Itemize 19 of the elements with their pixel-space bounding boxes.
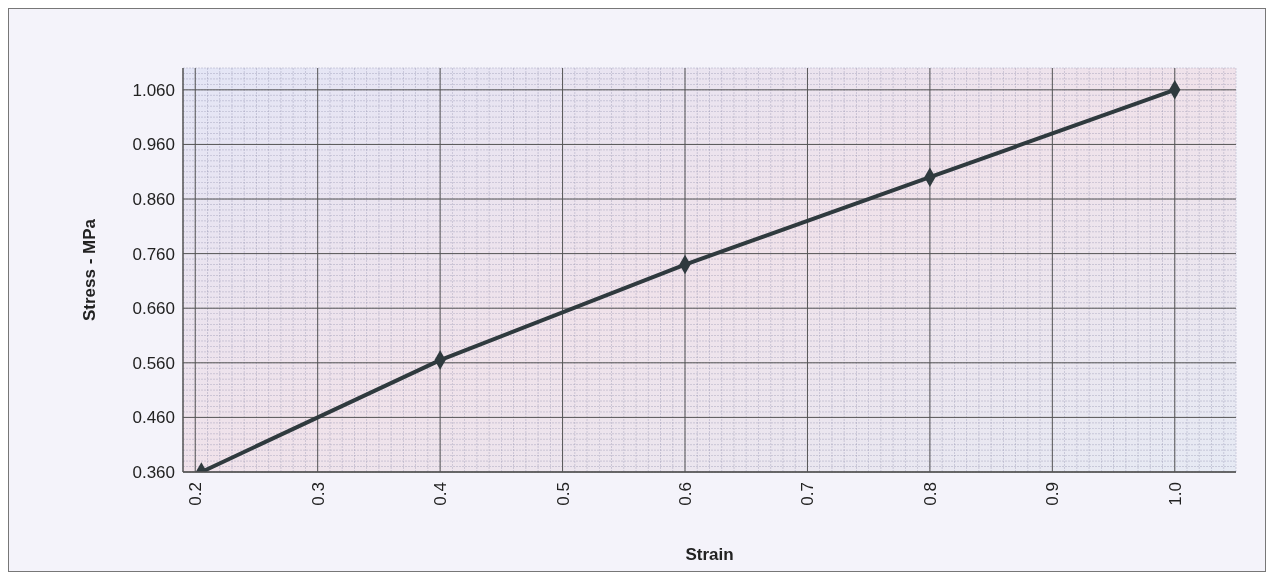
y-tick-label: 0.760 xyxy=(132,244,175,264)
x-tick-label: 0.9 xyxy=(1043,482,1063,506)
y-tick-label: 0.860 xyxy=(132,190,175,210)
y-tick-label: 0.360 xyxy=(132,463,175,482)
x-tick-label: 0.8 xyxy=(920,482,940,506)
y-tick-label: 1.060 xyxy=(132,80,175,100)
y-tick-label: 0.560 xyxy=(132,353,175,373)
y-tick-label: 0.660 xyxy=(132,299,175,319)
x-tick-label: 0.2 xyxy=(186,482,206,506)
x-axis-title: Strain xyxy=(685,545,734,564)
x-tick-label: 0.6 xyxy=(676,482,696,506)
x-tick-label: 0.3 xyxy=(308,482,328,506)
y-axis-title: Stress - MPa xyxy=(80,218,99,322)
x-tick-label: 0.5 xyxy=(553,482,573,506)
x-tick-label: 0.7 xyxy=(798,482,818,506)
y-tick-label: 0.460 xyxy=(132,408,175,428)
x-tick-label: 1.0 xyxy=(1165,482,1185,506)
x-tick-label: 0.4 xyxy=(431,482,451,506)
y-tick-label: 0.960 xyxy=(132,135,175,155)
